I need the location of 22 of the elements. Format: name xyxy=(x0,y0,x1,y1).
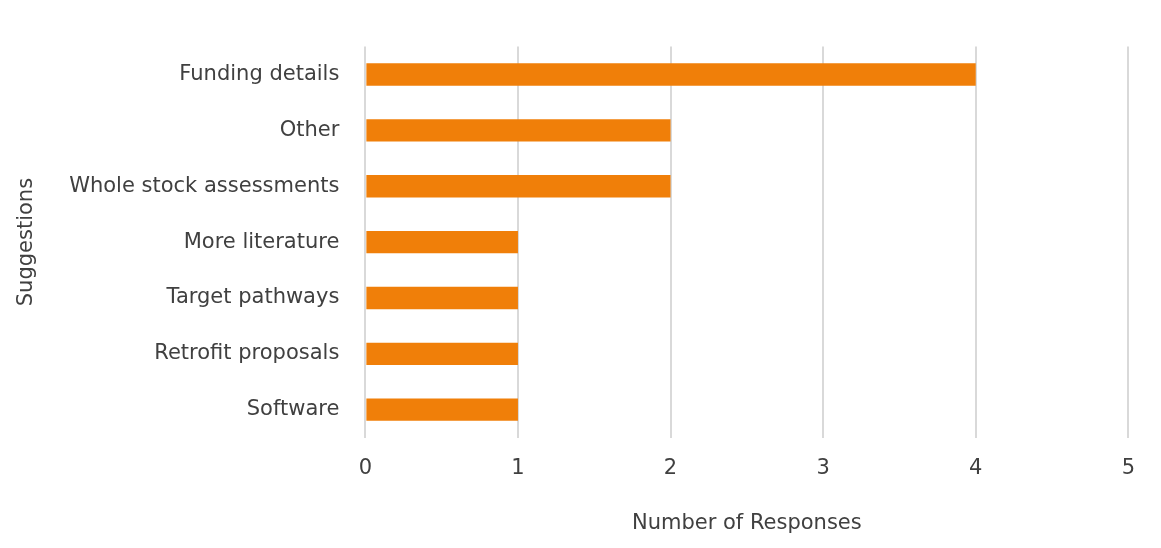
x-tick-label: 4 xyxy=(969,454,983,479)
bar xyxy=(366,230,518,254)
x-tick-label: 2 xyxy=(663,454,678,479)
bar xyxy=(366,175,671,198)
bar xyxy=(366,286,518,310)
x-tick-label: 5 xyxy=(1121,454,1136,479)
x-tick-label: 3 xyxy=(816,454,830,479)
bar xyxy=(366,398,518,421)
x-axis-title: Number of Responses xyxy=(631,509,862,534)
x-tick-label: 0 xyxy=(358,454,373,479)
y-tick-label: Retrofit proposals xyxy=(154,340,340,365)
y-tick-label: Funding details xyxy=(179,60,340,85)
bar xyxy=(366,342,518,365)
x-tick-label: 1 xyxy=(511,454,525,479)
y-tick-label: Other xyxy=(279,116,340,141)
y-tick-label: Software xyxy=(246,396,340,421)
y-tick-label: Target pathways xyxy=(165,284,340,309)
bar xyxy=(366,63,976,86)
bar xyxy=(366,119,671,142)
y-tick-label: Whole stock assessments xyxy=(69,172,340,197)
y-axis-title: Suggestions xyxy=(13,177,38,307)
y-tick-label: More literature xyxy=(183,228,340,253)
